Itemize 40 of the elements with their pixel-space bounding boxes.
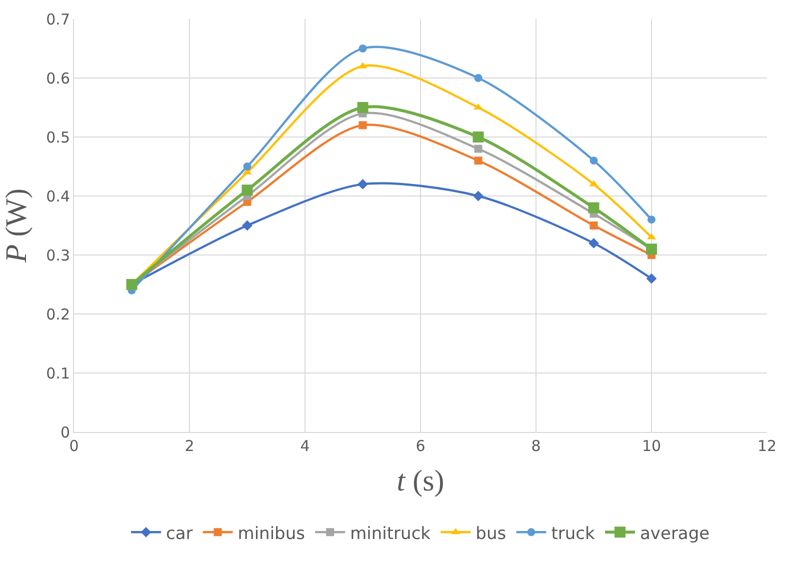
- point: [242, 184, 253, 196]
- point: [473, 190, 484, 202]
- point: [358, 44, 367, 52]
- y-tick-label: 0: [60, 423, 70, 442]
- point: [357, 102, 368, 113]
- point: [590, 156, 598, 165]
- point: [588, 238, 599, 248]
- y-tick-label: 0.4: [46, 187, 70, 206]
- point: [646, 273, 657, 284]
- point: [588, 202, 600, 214]
- x-tick-label: 10: [642, 437, 662, 455]
- point: [474, 74, 482, 82]
- point: [590, 222, 598, 230]
- x-tick-label: 4: [300, 437, 310, 455]
- y-tick-label: 0.6: [46, 69, 70, 88]
- y-tick-label: 0.7: [46, 10, 70, 28]
- y-tick-label: 0.2: [46, 305, 70, 324]
- y-axis-title: P (W): [0, 188, 33, 264]
- legend-label: truck: [551, 524, 596, 544]
- x-tick-label: 2: [184, 437, 194, 455]
- legend-label: minibus: [238, 524, 306, 544]
- point: [474, 156, 482, 165]
- y-tick-label: 0.3: [46, 246, 70, 264]
- legend-label: average: [640, 524, 710, 544]
- x-axis-title: t (s): [396, 464, 444, 498]
- point: [243, 162, 252, 170]
- point: [242, 220, 252, 231]
- x-tick-label: 8: [531, 437, 541, 455]
- x-tick-label: 6: [416, 437, 426, 455]
- x-tick-label: 12: [757, 437, 777, 455]
- legend-label: bus: [476, 524, 506, 544]
- y-tick-label: 0.1: [46, 364, 70, 382]
- point: [648, 216, 656, 224]
- legend-label: minitruck: [350, 524, 431, 544]
- point: [474, 144, 482, 153]
- y-tick-label: 0.5: [46, 128, 70, 146]
- point: [358, 179, 368, 190]
- point: [472, 132, 484, 142]
- point: [358, 121, 367, 130]
- legend-label: car: [166, 524, 193, 544]
